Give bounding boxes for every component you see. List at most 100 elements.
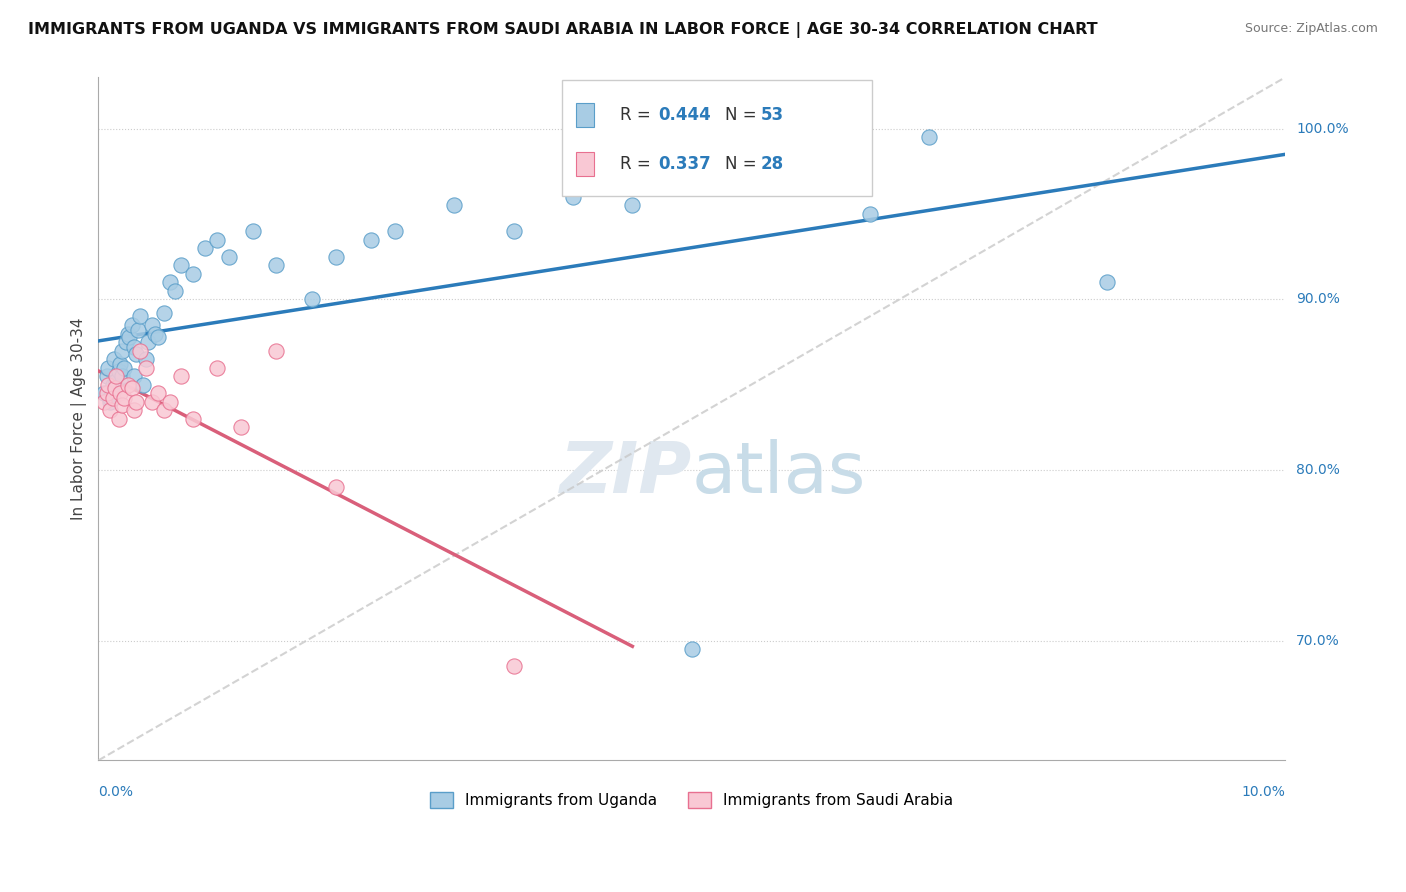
Point bbox=[107, 364, 129, 378]
Text: 0.0%: 0.0% bbox=[98, 785, 134, 799]
Point bbox=[384, 224, 406, 238]
Point bbox=[108, 386, 131, 401]
Point bbox=[97, 360, 120, 375]
Point bbox=[1095, 276, 1118, 290]
Point bbox=[181, 267, 204, 281]
Point bbox=[96, 386, 118, 401]
Point bbox=[799, 173, 821, 187]
Point bbox=[118, 330, 141, 344]
Point bbox=[266, 258, 288, 272]
Point bbox=[146, 330, 169, 344]
Point bbox=[266, 343, 288, 358]
Point bbox=[111, 343, 134, 358]
Point bbox=[114, 392, 136, 406]
Point bbox=[93, 386, 115, 401]
Text: IMMIGRANTS FROM UGANDA VS IMMIGRANTS FROM SAUDI ARABIA IN LABOR FORCE | AGE 30-3: IMMIGRANTS FROM UGANDA VS IMMIGRANTS FRO… bbox=[28, 22, 1098, 38]
Point bbox=[205, 233, 228, 247]
Point bbox=[141, 394, 163, 409]
Point bbox=[101, 392, 124, 406]
Point bbox=[103, 352, 125, 367]
Point bbox=[218, 250, 240, 264]
Point bbox=[132, 377, 155, 392]
Point bbox=[122, 403, 145, 417]
Point bbox=[122, 340, 145, 354]
Point bbox=[170, 258, 193, 272]
Point bbox=[159, 394, 181, 409]
Text: 0.337: 0.337 bbox=[658, 155, 711, 173]
Point bbox=[443, 198, 465, 212]
Point bbox=[101, 377, 124, 392]
Point bbox=[105, 369, 128, 384]
Legend: Immigrants from Uganda, Immigrants from Saudi Arabia: Immigrants from Uganda, Immigrants from … bbox=[425, 786, 959, 814]
Text: 10.0%: 10.0% bbox=[1241, 785, 1285, 799]
Text: N =: N = bbox=[725, 106, 762, 124]
Point bbox=[146, 386, 169, 401]
Point bbox=[325, 250, 347, 264]
Point bbox=[108, 357, 131, 371]
Point bbox=[96, 369, 118, 384]
Point bbox=[98, 394, 121, 409]
Point bbox=[859, 207, 882, 221]
Point bbox=[136, 334, 159, 349]
Point bbox=[502, 659, 524, 673]
Point bbox=[125, 394, 148, 409]
Point bbox=[194, 241, 217, 255]
Point bbox=[181, 412, 204, 426]
Point bbox=[325, 480, 347, 494]
Point bbox=[127, 323, 149, 337]
Text: 80.0%: 80.0% bbox=[1296, 463, 1340, 477]
Point bbox=[229, 420, 252, 434]
Text: 100.0%: 100.0% bbox=[1296, 121, 1348, 136]
Point bbox=[301, 293, 323, 307]
Text: N =: N = bbox=[725, 155, 762, 173]
Text: 70.0%: 70.0% bbox=[1296, 634, 1340, 648]
Point bbox=[105, 375, 128, 389]
Point bbox=[135, 360, 157, 375]
Point bbox=[562, 190, 585, 204]
Point bbox=[117, 377, 139, 392]
Point bbox=[114, 360, 136, 375]
Point bbox=[135, 352, 157, 367]
Point bbox=[165, 284, 187, 298]
Point bbox=[128, 310, 150, 324]
Point bbox=[104, 381, 127, 395]
Point bbox=[502, 224, 524, 238]
Text: 90.0%: 90.0% bbox=[1296, 293, 1340, 306]
Point bbox=[111, 398, 134, 412]
Y-axis label: In Labor Force | Age 30-34: In Labor Force | Age 30-34 bbox=[72, 318, 87, 520]
Point bbox=[121, 381, 143, 395]
Point bbox=[107, 412, 129, 426]
Point bbox=[104, 381, 127, 395]
Point bbox=[681, 642, 703, 657]
Point bbox=[128, 343, 150, 358]
Point bbox=[740, 181, 762, 195]
Point bbox=[141, 318, 163, 332]
Point bbox=[205, 360, 228, 375]
Text: Source: ZipAtlas.com: Source: ZipAtlas.com bbox=[1244, 22, 1378, 36]
Point bbox=[360, 233, 382, 247]
Text: atlas: atlas bbox=[692, 439, 866, 508]
Text: 53: 53 bbox=[761, 106, 783, 124]
Text: 28: 28 bbox=[761, 155, 783, 173]
Point bbox=[98, 392, 121, 406]
Point bbox=[152, 403, 174, 417]
Point bbox=[918, 130, 941, 145]
Text: ZIP: ZIP bbox=[560, 439, 692, 508]
Point bbox=[242, 224, 264, 238]
Point bbox=[122, 369, 145, 384]
Text: R =: R = bbox=[620, 155, 657, 173]
Text: R =: R = bbox=[620, 106, 657, 124]
Point bbox=[170, 369, 193, 384]
Point bbox=[111, 369, 134, 384]
Point bbox=[143, 326, 166, 341]
Point bbox=[152, 306, 174, 320]
Point bbox=[97, 377, 120, 392]
Point bbox=[121, 318, 143, 332]
Point bbox=[621, 198, 644, 212]
Point bbox=[125, 347, 148, 361]
Point bbox=[98, 403, 121, 417]
Text: 0.444: 0.444 bbox=[658, 106, 711, 124]
Point bbox=[159, 276, 181, 290]
Point bbox=[114, 334, 136, 349]
Point bbox=[117, 326, 139, 341]
